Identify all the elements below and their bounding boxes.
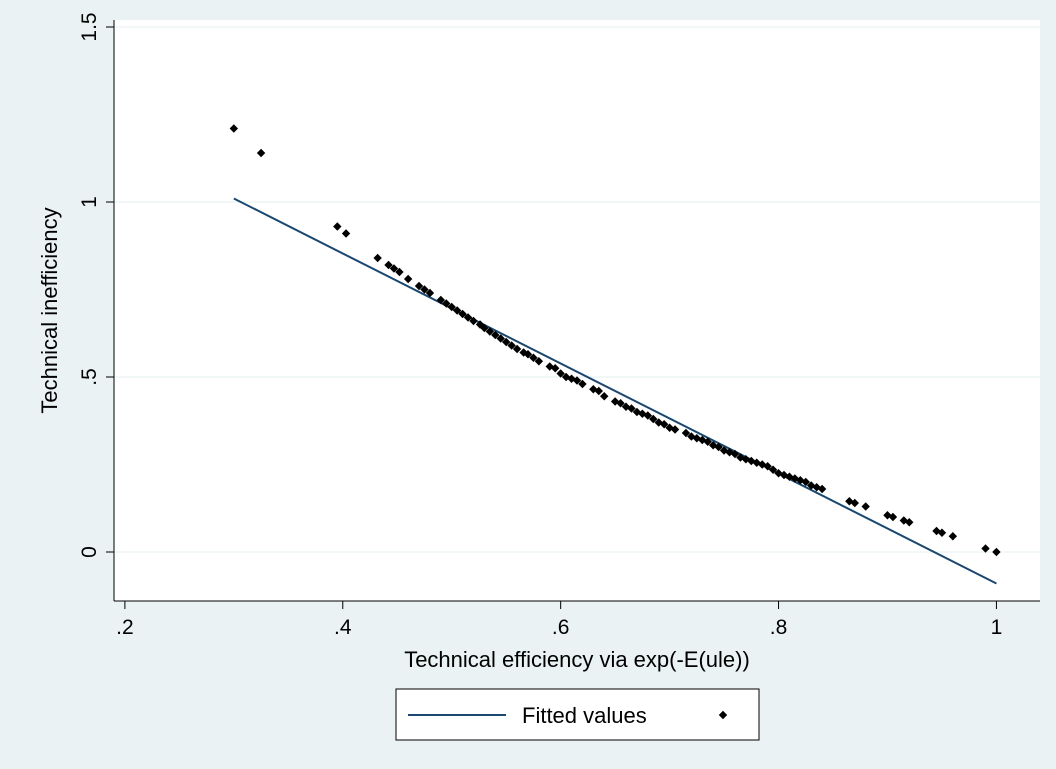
data-point-28 bbox=[523, 350, 533, 359]
data-point-34 bbox=[561, 372, 571, 382]
y-tick-label-0: 0 bbox=[78, 546, 101, 558]
data-point-33 bbox=[556, 369, 565, 378]
data-point-73 bbox=[790, 474, 800, 483]
data-point-88 bbox=[948, 532, 958, 541]
data-point-46 bbox=[638, 409, 647, 418]
data-point-17 bbox=[463, 313, 473, 322]
data-point-90 bbox=[992, 547, 1001, 557]
data-point-62 bbox=[730, 449, 740, 459]
data-point-6 bbox=[389, 264, 399, 273]
data-point-40 bbox=[600, 392, 609, 401]
data-point-42 bbox=[616, 399, 625, 408]
data-point-5 bbox=[384, 260, 393, 270]
data-point-89 bbox=[981, 544, 990, 553]
data-point-71 bbox=[779, 470, 789, 480]
data-point-22 bbox=[491, 330, 500, 340]
data-point-18 bbox=[469, 316, 478, 326]
data-point-48 bbox=[649, 414, 658, 424]
data-point-36 bbox=[572, 376, 582, 385]
x-tick-label-2: .6 bbox=[552, 616, 570, 639]
data-point-32 bbox=[551, 364, 560, 373]
data-point-74 bbox=[796, 476, 805, 485]
data-point-20 bbox=[480, 323, 489, 333]
data-point-45 bbox=[632, 407, 642, 417]
data-point-51 bbox=[665, 423, 674, 432]
data-point-9 bbox=[414, 281, 424, 291]
data-point-35 bbox=[567, 374, 576, 383]
data-point-27 bbox=[519, 348, 528, 357]
y-axis-title: Technical inefficiency bbox=[37, 207, 62, 413]
data-point-11 bbox=[425, 288, 435, 298]
data-point-52 bbox=[670, 425, 680, 434]
data-point-55 bbox=[692, 434, 702, 443]
data-point-10 bbox=[420, 285, 429, 294]
data-point-16 bbox=[458, 309, 467, 319]
data-point-69 bbox=[768, 465, 778, 474]
data-point-80 bbox=[850, 498, 859, 508]
data-point-61 bbox=[725, 448, 734, 457]
data-point-21 bbox=[485, 327, 495, 336]
data-point-87 bbox=[937, 528, 947, 537]
x-tick-label-3: .8 bbox=[770, 616, 788, 639]
data-point-76 bbox=[807, 481, 816, 490]
data-point-59 bbox=[714, 442, 723, 452]
data-point-4 bbox=[373, 253, 382, 263]
data-point-53 bbox=[681, 428, 691, 438]
x-tick-label-4: 1 bbox=[991, 616, 1003, 639]
series-layer bbox=[229, 124, 1001, 585]
data-point-50 bbox=[659, 420, 669, 429]
y-tick-label-1: .5 bbox=[78, 368, 101, 386]
data-point-49 bbox=[654, 418, 663, 427]
x-tick-label-0: .2 bbox=[116, 616, 134, 639]
data-point-23 bbox=[496, 334, 505, 343]
legend: Fitted values bbox=[395, 688, 760, 741]
data-point-67 bbox=[758, 460, 767, 469]
legend-marker-swatch bbox=[718, 710, 728, 720]
data-point-81 bbox=[861, 502, 870, 511]
data-point-78 bbox=[817, 484, 827, 494]
y-tick-label-2: 1 bbox=[78, 196, 101, 208]
axes-layer bbox=[113, 20, 1040, 602]
data-point-3 bbox=[341, 229, 351, 238]
data-point-15 bbox=[452, 306, 462, 315]
data-point-58 bbox=[708, 441, 718, 450]
data-point-24 bbox=[501, 337, 511, 347]
data-point-29 bbox=[529, 353, 538, 362]
data-point-63 bbox=[736, 453, 745, 462]
data-point-54 bbox=[687, 432, 696, 441]
data-point-31 bbox=[545, 362, 554, 371]
data-point-25 bbox=[507, 341, 516, 350]
ticks-layer: .2 .4 .6 .8 1 0 .5 1 1.5 bbox=[78, 12, 1002, 639]
data-point-0 bbox=[229, 124, 239, 133]
data-point-64 bbox=[741, 455, 751, 464]
x-tick-label-1: .4 bbox=[334, 616, 352, 639]
data-point-13 bbox=[442, 299, 451, 308]
data-point-14 bbox=[447, 302, 456, 312]
data-point-44 bbox=[627, 404, 636, 413]
data-point-37 bbox=[578, 379, 587, 389]
data-point-68 bbox=[763, 462, 772, 471]
data-point-47 bbox=[643, 411, 653, 420]
data-point-39 bbox=[594, 386, 603, 396]
data-point-7 bbox=[395, 267, 404, 277]
data-point-12 bbox=[436, 295, 446, 305]
data-point-77 bbox=[812, 483, 821, 492]
plot-area bbox=[114, 20, 1040, 601]
x-axis-title: Technical efficiency via exp(-E(ule)) bbox=[404, 647, 750, 672]
data-point-2 bbox=[333, 222, 342, 231]
data-point-8 bbox=[403, 274, 413, 284]
data-point-83 bbox=[888, 512, 898, 522]
fitted-values-line bbox=[233, 197, 997, 585]
data-point-75 bbox=[801, 477, 810, 487]
legend-line-label: Fitted values bbox=[522, 703, 647, 728]
data-point-85 bbox=[905, 518, 914, 527]
grid-layer bbox=[114, 26, 1040, 553]
data-point-30 bbox=[534, 357, 544, 366]
data-point-57 bbox=[703, 437, 712, 446]
y-tick-label-3: 1.5 bbox=[78, 12, 101, 41]
data-point-26 bbox=[512, 344, 522, 354]
data-point-1 bbox=[256, 148, 266, 158]
